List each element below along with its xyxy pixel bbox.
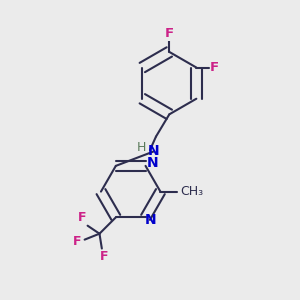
Text: CH₃: CH₃: [181, 185, 204, 198]
Text: F: F: [210, 61, 219, 74]
Text: H: H: [137, 141, 146, 154]
Text: N: N: [146, 157, 158, 170]
Text: F: F: [100, 250, 108, 263]
Text: N: N: [145, 213, 157, 227]
Text: F: F: [73, 235, 81, 248]
Text: F: F: [78, 212, 86, 224]
Text: N: N: [148, 145, 159, 158]
Text: F: F: [165, 27, 174, 40]
